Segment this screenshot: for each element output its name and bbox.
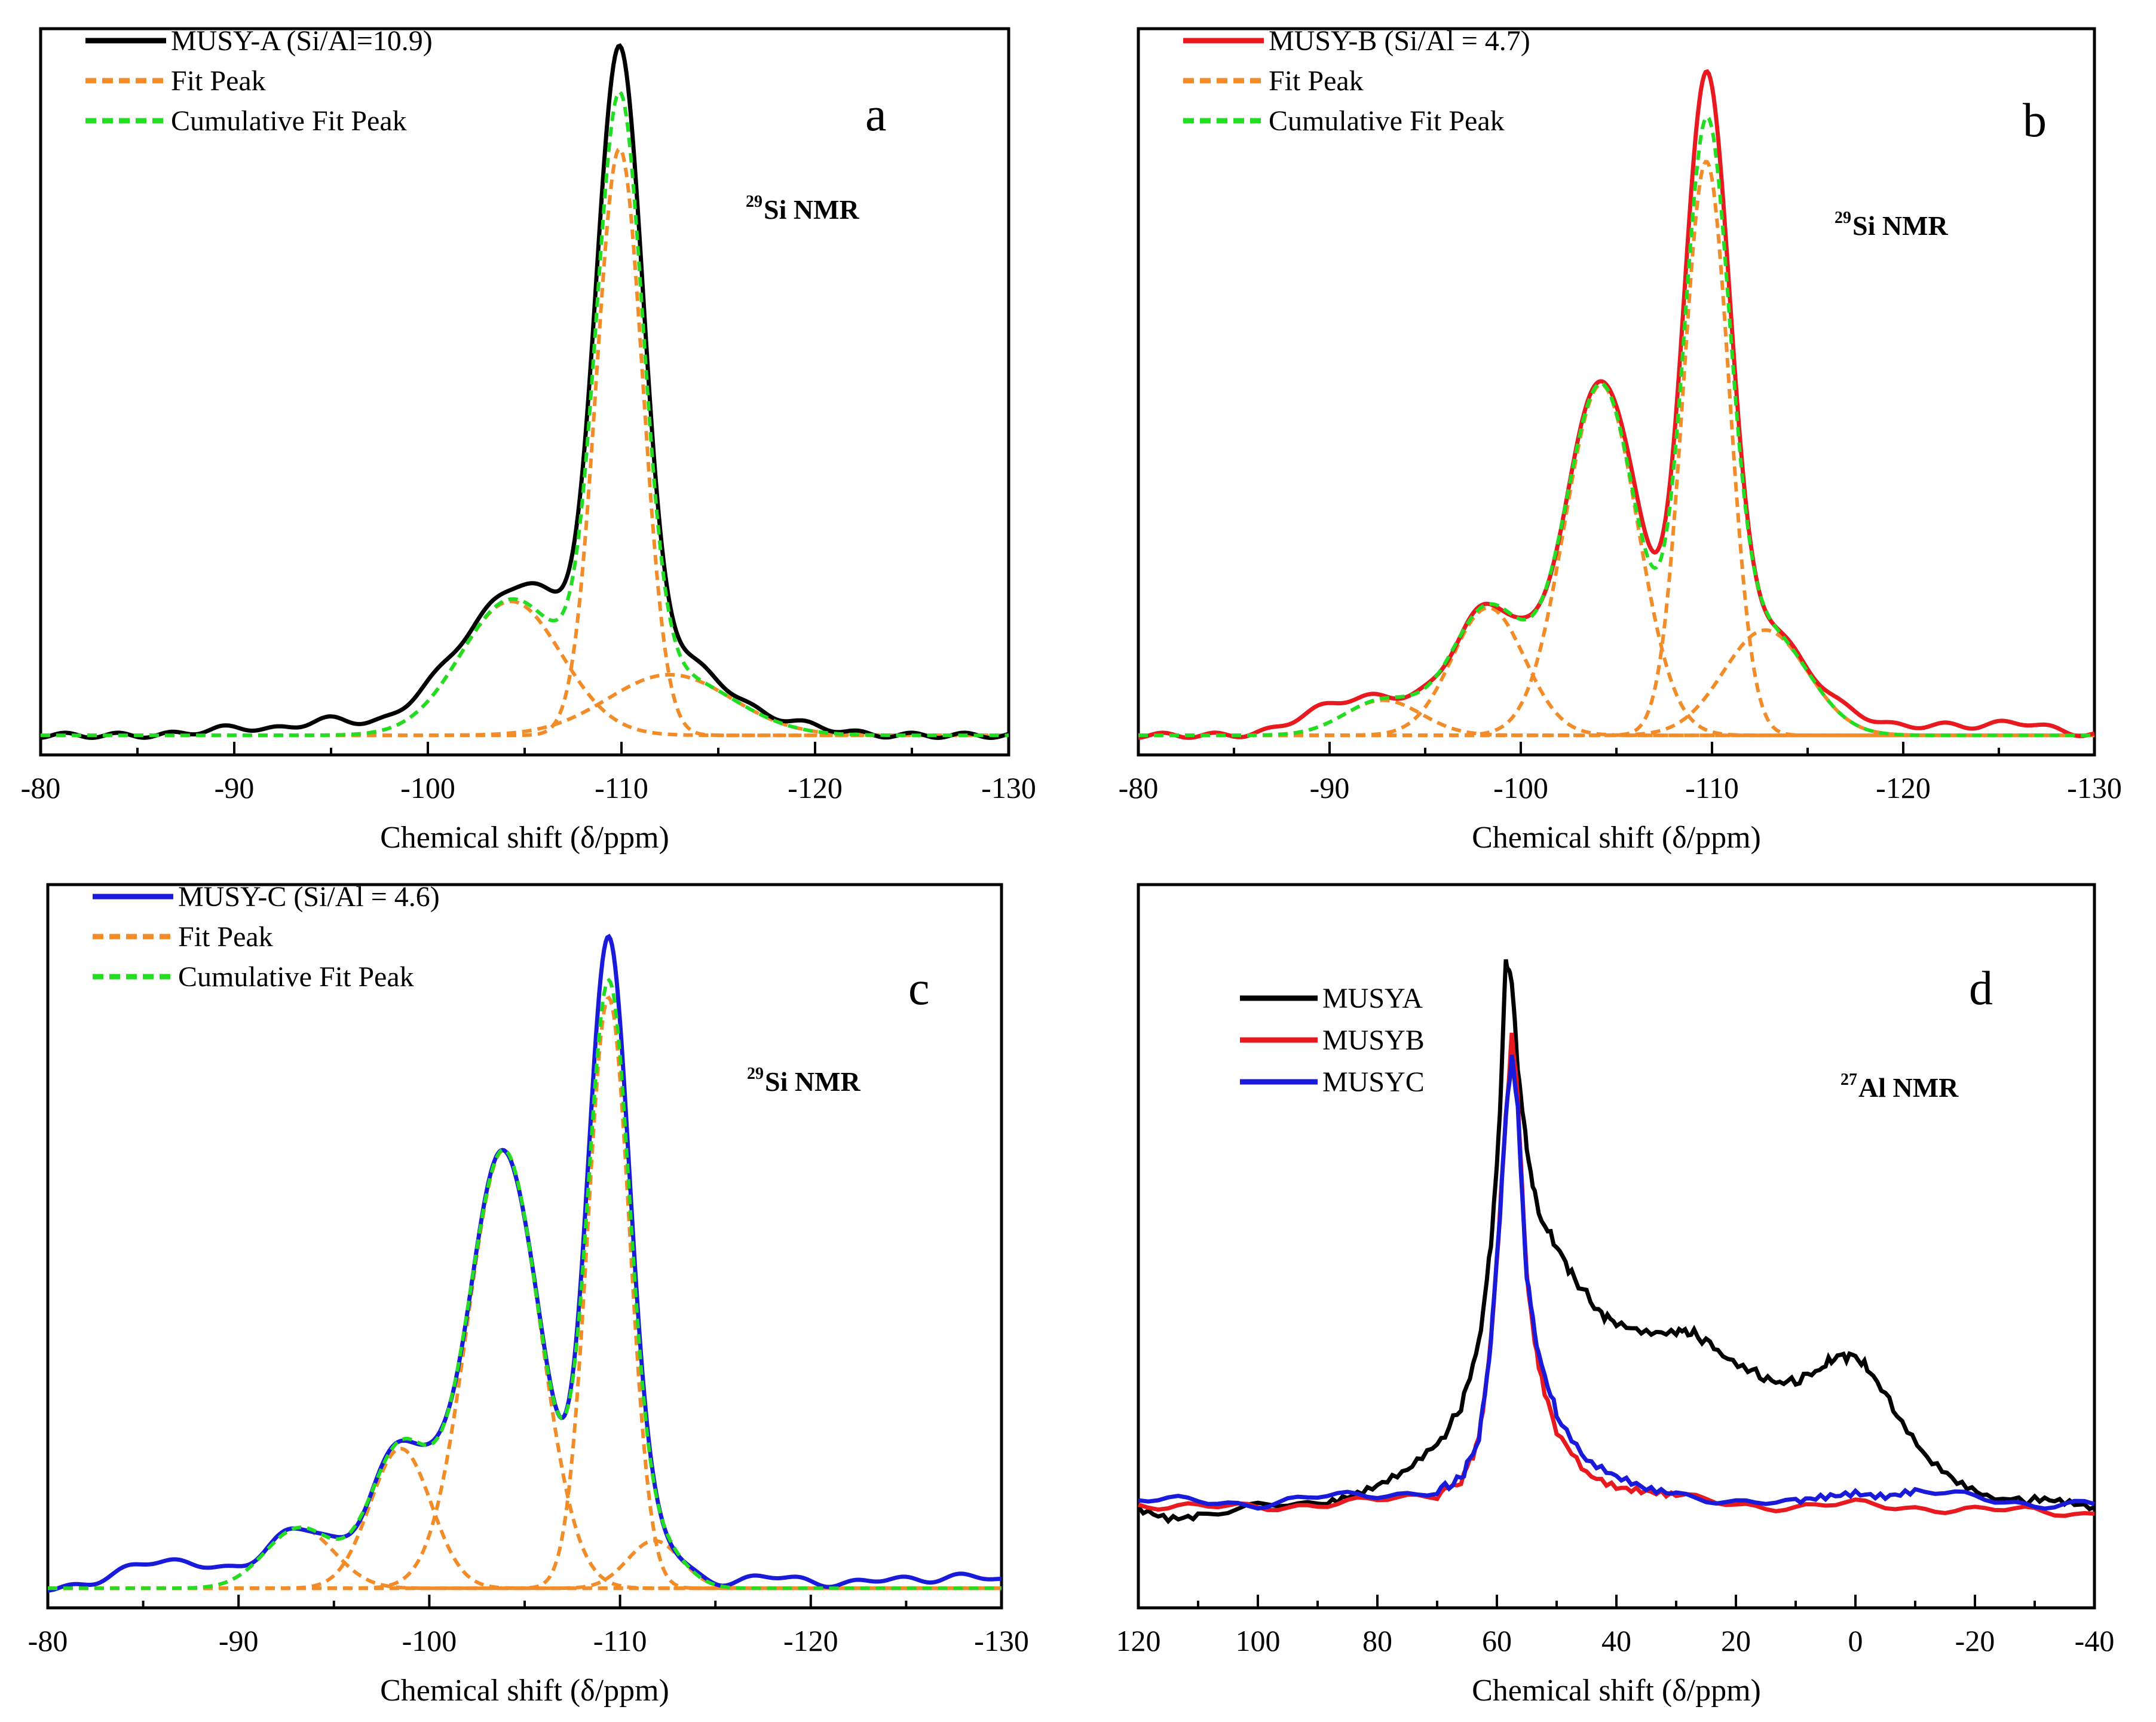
x-tick-label: 120 xyxy=(1116,1624,1161,1657)
x-tick-label: -130 xyxy=(2067,771,2122,805)
fit-peak-line xyxy=(41,672,1009,738)
panel-b: -80 -90 -100 -110 -120 -130 Chemical shift (δ/… xyxy=(1119,25,2122,855)
x-axis-title: Chemical shift (δ/ppm) xyxy=(380,1674,669,1708)
x-tick-label: -120 xyxy=(788,771,843,805)
series-line-musya xyxy=(1137,959,2096,1525)
legend-label: Fit Peak xyxy=(1269,65,1364,97)
legend-label: Cumulative Fit Peak xyxy=(1269,105,1505,137)
legend-label: MUSYA xyxy=(1322,983,1423,1014)
panel-d: 120 100 80 60 40 20 0 -20 -40 Chemical shift (δ/p… xyxy=(1116,883,2115,1708)
nmr-label-main: Si NMR xyxy=(1852,210,1949,241)
x-tick-label: -110 xyxy=(1685,771,1739,805)
nmr-label-main: Al NMR xyxy=(1858,1072,1959,1103)
x-tick-label: 0 xyxy=(1848,1624,1863,1657)
fit-peak-line xyxy=(1138,605,2094,738)
fit-peak-line xyxy=(1138,160,2094,738)
plot-frame xyxy=(1137,27,2096,757)
nmr-label-main: Si NMR xyxy=(764,194,860,225)
fit-peak-line xyxy=(1138,698,2094,738)
measured-spectrum-line xyxy=(1138,69,2095,740)
x-tick-label: -80 xyxy=(1119,771,1159,805)
x-tick-label: -110 xyxy=(593,1624,647,1657)
nmr-label-main: Si NMR xyxy=(765,1066,861,1097)
nmr-label-sup: 29 xyxy=(1835,209,1851,227)
x-tick-label: 100 xyxy=(1236,1624,1281,1657)
fit-peak-line xyxy=(48,1446,1002,1591)
x-tick-label: 20 xyxy=(1721,1624,1751,1657)
x-tick-label: 40 xyxy=(1601,1624,1631,1657)
legend-label: Fit Peak xyxy=(171,65,266,97)
x-tick-label: -130 xyxy=(974,1624,1029,1657)
panel-c: -80 -90 -100 -110 -120 -130 Chemical shift (δ/… xyxy=(28,881,1029,1708)
series-line-musyb xyxy=(1137,1032,2095,1518)
measured-spectrum-line xyxy=(47,934,1002,1593)
legend-label: MUSY-A (Si/Al=10.9) xyxy=(171,25,433,57)
legend-label: MUSY-C (Si/Al = 4.6) xyxy=(178,881,440,913)
x-tick-label: -90 xyxy=(215,771,255,805)
legend-label: MUSY-B (Si/Al = 4.7) xyxy=(1269,25,1530,57)
fit-peak-line xyxy=(41,600,1009,738)
fit-peak-line xyxy=(1138,628,2094,738)
cumulative-fit-line xyxy=(1138,114,2094,738)
x-tick-label: 80 xyxy=(1362,1624,1392,1657)
x-tick-label: -110 xyxy=(595,771,648,805)
x-tick-label: -100 xyxy=(402,1624,457,1657)
legend-label: Cumulative Fit Peak xyxy=(171,105,407,137)
nmr-label-sup: 29 xyxy=(746,192,762,211)
panel-letter: b xyxy=(2023,94,2047,147)
series-line-musyc xyxy=(1138,1054,2096,1511)
nmr-label-sup: 29 xyxy=(747,1065,764,1083)
plot-frame xyxy=(39,27,1010,757)
x-tick-label: -20 xyxy=(1955,1624,1995,1657)
cumulative-fit-line xyxy=(41,90,1009,738)
fit-peak-line xyxy=(41,146,1009,738)
panel-letter: a xyxy=(865,88,887,141)
x-tick-label: -80 xyxy=(21,771,61,805)
plot-frame xyxy=(46,883,1003,1610)
x-tick-label: -130 xyxy=(981,771,1036,805)
legend-label: MUSYB xyxy=(1322,1024,1425,1056)
x-tick-label: -120 xyxy=(1876,771,1931,805)
panel-letter: c xyxy=(908,962,930,1015)
panel-letter: d xyxy=(1969,962,1993,1015)
x-tick-label: 60 xyxy=(1482,1624,1512,1657)
x-tick-label: -100 xyxy=(400,771,455,805)
x-tick-label: -100 xyxy=(1493,771,1548,805)
legend-label: Fit Peak xyxy=(178,921,273,953)
legend-label: MUSYC xyxy=(1322,1066,1425,1098)
x-tick-label: -40 xyxy=(2075,1624,2115,1657)
fit-peak-line xyxy=(1138,383,2094,738)
cumulative-fit-line xyxy=(48,977,1002,1591)
x-axis-title: Chemical shift (δ/ppm) xyxy=(1472,1674,1761,1708)
x-axis-title: Chemical shift (δ/ppm) xyxy=(1472,821,1761,855)
panel-a: -80 -90 -100 -110 -120 -130 Chemical shift (δ/… xyxy=(21,25,1036,855)
x-tick-label: -120 xyxy=(783,1624,838,1657)
nmr-label-sup: 27 xyxy=(1840,1070,1857,1089)
legend-label: Cumulative Fit Peak xyxy=(178,961,414,993)
x-tick-label: -80 xyxy=(28,1624,68,1657)
x-tick-label: -90 xyxy=(219,1624,259,1657)
measured-spectrum-line xyxy=(40,43,1009,741)
x-tick-label: -90 xyxy=(1310,771,1350,805)
x-axis-title: Chemical shift (δ/ppm) xyxy=(380,821,669,855)
